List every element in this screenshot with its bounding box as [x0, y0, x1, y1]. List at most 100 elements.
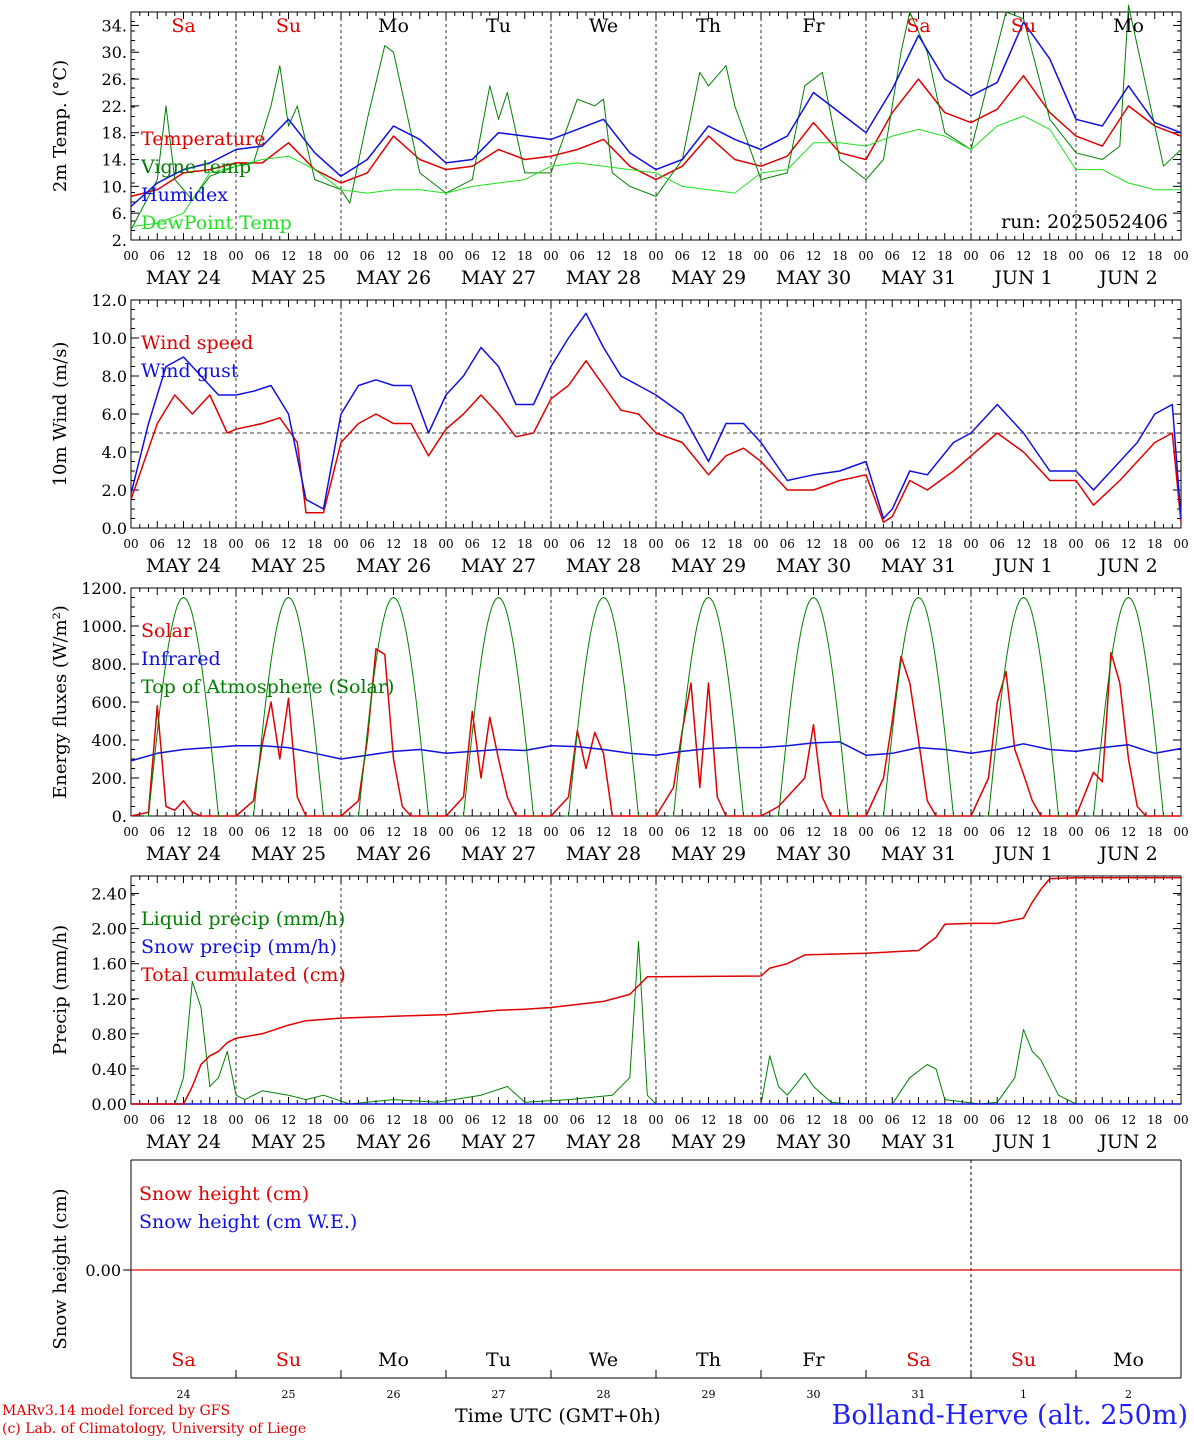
date-label: MAY 31 [881, 555, 956, 577]
hour-tick-label: 18 [832, 825, 847, 839]
date-label: MAY 25 [251, 843, 326, 865]
toa-solar-curve [459, 597, 538, 817]
day-of-week-label: Tu [486, 1349, 511, 1371]
date-label: JUN 1 [992, 843, 1052, 865]
legend-entry: Vigne temp [140, 156, 251, 178]
hour-tick-label: 12 [701, 249, 716, 263]
hour-tick-label: 12 [176, 825, 191, 839]
hour-tick-label: 06 [675, 825, 690, 839]
hour-tick-label: 12 [806, 1113, 821, 1127]
y-axis-label: 10m Wind (m/s) [50, 342, 71, 487]
date-label: MAY 28 [566, 267, 641, 289]
hour-tick-label: 06 [360, 537, 375, 551]
hour-tick-label: 06 [780, 825, 795, 839]
day-number-label: 28 [597, 1388, 611, 1401]
date-label: MAY 25 [251, 555, 326, 577]
toa-solar-curve [249, 597, 328, 817]
hour-tick-label: 00 [1068, 825, 1083, 839]
hour-tick-label: 00 [963, 1113, 978, 1127]
hour-tick-label: 00 [228, 249, 243, 263]
x-axis-title: Time UTC (GMT+0h) [455, 1405, 661, 1427]
hour-tick-label: 18 [937, 537, 952, 551]
date-label: MAY 24 [146, 555, 221, 577]
date-label: MAY 26 [356, 555, 431, 577]
date-label: MAY 25 [251, 1131, 326, 1153]
series-line [130, 74, 1182, 198]
hour-tick-label: 00 [1173, 249, 1188, 263]
hour-tick-label: 18 [202, 537, 217, 551]
day-of-week-label: Mo [1113, 1349, 1144, 1371]
hour-tick-label: 06 [1095, 1113, 1110, 1127]
hour-tick-label: 18 [1147, 1113, 1162, 1127]
day-of-week-label: Fr [802, 1349, 825, 1371]
date-label: MAY 26 [356, 267, 431, 289]
date-label: MAY 31 [881, 1131, 956, 1153]
model-credit: MARv3.14 model forced by GFS [2, 1403, 231, 1419]
hour-tick-label: 12 [1121, 537, 1136, 551]
hour-tick-label: 06 [360, 249, 375, 263]
hour-tick-label: 00 [1173, 825, 1188, 839]
hour-tick-label: 00 [123, 249, 138, 263]
hour-tick-label: 18 [517, 249, 532, 263]
hour-tick-label: 06 [465, 537, 480, 551]
y-axis-label: Precip (mm/h) [50, 925, 71, 1055]
y-tick-label: 14. [102, 151, 127, 170]
hour-tick-label: 00 [1068, 537, 1083, 551]
hour-tick-label: 18 [832, 537, 847, 551]
date-label: MAY 25 [251, 267, 326, 289]
date-label: JUN 2 [1097, 843, 1157, 865]
hour-tick-label: 12 [1016, 249, 1031, 263]
hour-tick-label: 18 [307, 537, 322, 551]
hour-tick-label: 12 [281, 1113, 296, 1127]
date-label: MAY 26 [356, 843, 431, 865]
hour-tick-label: 00 [858, 537, 873, 551]
hour-tick-label: 06 [885, 825, 900, 839]
hour-tick-label: 12 [281, 249, 296, 263]
day-of-week-label: We [589, 15, 618, 37]
series-line [130, 741, 1182, 762]
hour-tick-label: 12 [701, 1113, 716, 1127]
hour-tick-label: 18 [412, 249, 427, 263]
hour-tick-label: 00 [123, 1113, 138, 1127]
hour-tick-label: 12 [1121, 1113, 1136, 1127]
toa-solar-curve [144, 597, 223, 817]
hour-tick-label: 00 [543, 249, 558, 263]
hour-tick-label: 18 [622, 249, 637, 263]
toa-solar-curve [564, 597, 643, 817]
day-number-label: 29 [702, 1388, 716, 1401]
date-label: MAY 26 [356, 1131, 431, 1153]
hour-tick-label: 00 [543, 537, 558, 551]
y-tick-label: 2.00 [91, 920, 127, 939]
hour-tick-label: 18 [307, 825, 322, 839]
y-tick-label: 2. [112, 231, 127, 250]
hour-tick-label: 12 [911, 537, 926, 551]
y-tick-label: 1.20 [91, 990, 127, 1009]
hour-tick-label: 06 [675, 537, 690, 551]
hour-tick-label: 00 [438, 1113, 453, 1127]
hour-tick-label: 00 [1173, 1113, 1188, 1127]
hour-tick-label: 06 [1095, 537, 1110, 551]
hour-tick-label: 12 [281, 537, 296, 551]
hour-tick-label: 00 [333, 825, 348, 839]
y-tick-label: 400. [91, 731, 127, 750]
day-of-week-label: Su [1011, 15, 1036, 37]
y-tick-label: 12.0 [91, 291, 127, 310]
date-label: JUN 1 [992, 1131, 1052, 1153]
hour-tick-label: 00 [543, 825, 558, 839]
day-number-label: 1 [1020, 1388, 1027, 1401]
date-label: MAY 28 [566, 843, 641, 865]
y-tick-label: 6.0 [102, 405, 127, 424]
hour-tick-label: 18 [937, 1113, 952, 1127]
hour-tick-label: 12 [911, 249, 926, 263]
hour-tick-label: 06 [255, 249, 270, 263]
hour-tick-label: 00 [858, 1113, 873, 1127]
legend-entry: DewPoint Temp [141, 212, 292, 234]
legend-entry: Temperature [141, 128, 265, 150]
y-tick-label: 18. [102, 124, 127, 143]
legend-entry: Solar [141, 620, 193, 642]
hour-tick-label: 00 [333, 249, 348, 263]
hour-tick-label: 06 [570, 825, 585, 839]
y-tick-label: 800. [91, 655, 127, 674]
hour-tick-label: 00 [648, 825, 663, 839]
hour-tick-label: 06 [885, 537, 900, 551]
